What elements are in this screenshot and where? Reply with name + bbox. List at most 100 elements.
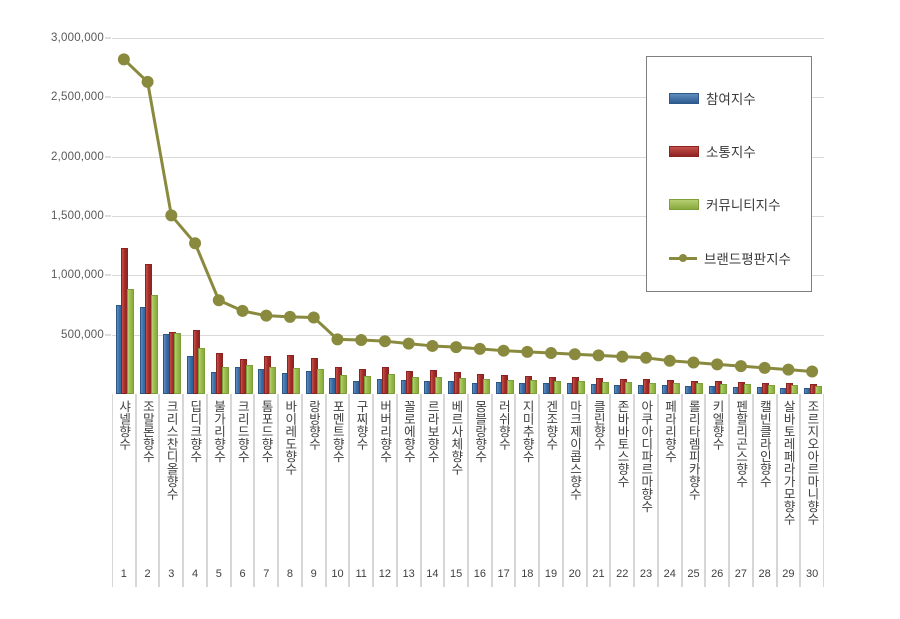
x-axis-category-label: 살바토레페라가모향수 (781, 400, 796, 525)
bar-group (373, 38, 397, 394)
x-axis-category-rank: 7 (263, 568, 270, 580)
bar-group (397, 38, 421, 394)
bar-group (159, 38, 183, 394)
x-axis-category-label: 키엘향수 (710, 400, 724, 450)
bar-커뮤니티지수 (648, 382, 656, 394)
legend-entry-소통지수[interactable]: 소통지수 (669, 142, 756, 161)
bar-커뮤니티지수 (269, 366, 277, 394)
x-axis-category-label: 딥디크향수 (188, 400, 202, 463)
bar-group (729, 38, 753, 394)
y-axis-tickmark (105, 156, 111, 158)
x-axis-category: 조르지오아르마니향수 30 (800, 394, 824, 587)
x-axis-category-label: 아쿠아디파르마향수 (639, 400, 653, 513)
x-axis-category-rank: 25 (687, 568, 700, 580)
x-axis-category: 몽블랑향수 16 (468, 394, 492, 587)
x-axis-category-label: 캘빈클라인향수 (757, 400, 772, 488)
bar-group (444, 38, 468, 394)
x-axis-category-rank: 28 (758, 568, 771, 580)
bar-커뮤니티지수 (767, 384, 775, 394)
bar-group (658, 38, 682, 394)
x-axis-category-rank: 6 (239, 568, 246, 580)
x-axis-category: 펜할리곤스향수 27 (729, 394, 753, 587)
bar-group (539, 38, 563, 394)
x-axis-category-label: 꼴로에향수 (401, 400, 416, 463)
x-axis-category-label: 마크제이콥스향수 (568, 400, 582, 500)
x-axis-category-rank: 22 (616, 568, 629, 580)
x-axis-category-label: 르라보향수 (425, 400, 440, 463)
legend-label: 소통지수 (706, 145, 756, 161)
x-axis-category-rank: 14 (426, 568, 439, 580)
bar-커뮤니티지수 (364, 375, 372, 394)
bar-커뮤니티지수 (126, 288, 134, 394)
x-axis-category-rank: 23 (639, 568, 653, 580)
x-axis-category-rank: 16 (473, 568, 486, 580)
bar-커뮤니티지수 (292, 368, 300, 394)
bar-group (207, 38, 231, 394)
x-axis-category-label: 베르사체향수 (449, 400, 463, 475)
bar-group (302, 38, 326, 394)
x-axis-category-rank: 4 (191, 568, 199, 580)
y-axis-tickmark (105, 274, 111, 276)
bar-커뮤니티지수 (625, 382, 633, 394)
x-axis-category: 포멘트향수 10 (325, 394, 350, 587)
x-axis-category: 딥디크향수 4 (183, 394, 207, 587)
x-axis-category: 조말론향수 2 (135, 394, 160, 587)
legend-entry-브랜드평판지수[interactable]: 브랜드평판지수 (669, 249, 791, 268)
x-axis-category: 클린향수 21 (586, 394, 611, 587)
x-axis-category: 바이레도향수 8 (278, 394, 302, 587)
x-axis-category-label: 버버리향수 (378, 400, 392, 463)
x-axis-category-label: 톰포드향수 (259, 400, 274, 463)
x-axis-category-label: 겐조향수 (544, 400, 558, 450)
x-axis-category-rank: 8 (286, 568, 294, 580)
x-axis-category-label: 구찌향수 (354, 400, 368, 450)
bar-group (587, 38, 611, 394)
y-axis-tickmark (105, 96, 111, 98)
x-axis-category: 러쉬향수 17 (491, 394, 516, 587)
x-axis-category: 버버리향수 12 (373, 394, 397, 587)
x-axis-category-label: 조르지오아르마니향수 (805, 400, 819, 525)
x-axis-category-rank: 24 (663, 568, 676, 580)
bar-group (705, 38, 729, 394)
legend-swatch-icon (669, 92, 699, 104)
y-axis-tickmark (105, 215, 111, 217)
bar-커뮤니티지수 (459, 377, 467, 394)
legend-entry-참여지수[interactable]: 참여지수 (669, 89, 756, 108)
x-axis-category: 겐조향수 19 (539, 394, 563, 587)
y-axis-tickmark (105, 37, 111, 39)
bar-커뮤니티지수 (174, 332, 182, 394)
bar-group (421, 38, 445, 394)
y-axis-tick-label: 3,000,000 (51, 32, 104, 44)
x-axis-category: 아쿠아디파르마향수 23 (634, 394, 658, 587)
x-axis-category-rank: 17 (497, 568, 510, 580)
bar-커뮤니티지수 (340, 374, 348, 394)
x-axis-category-rank: 26 (711, 568, 724, 580)
x-axis-category-label: 포멘트향수 (330, 400, 345, 463)
y-axis-tick-label: 500,000 (61, 328, 104, 341)
x-axis-category-label: 몽블랑향수 (473, 400, 487, 463)
x-axis-category-rank: 27 (734, 568, 748, 580)
x-axis-category-rank: 19 (544, 568, 558, 580)
bar-커뮤니티지수 (245, 364, 253, 394)
bar-커뮤니티지수 (506, 379, 514, 394)
x-axis-category: 캘빈클라인향수 28 (752, 394, 777, 587)
bar-group (326, 38, 350, 394)
bar-group (777, 38, 801, 394)
x-axis-category-label: 샤넬향수 (117, 400, 131, 450)
x-axis-category-rank: 18 (521, 568, 534, 580)
x-axis-category-label: 바이레도향수 (283, 400, 297, 475)
x-axis-category-rank: 30 (806, 568, 819, 580)
x-axis-category-label: 랑방향수 (306, 400, 321, 450)
bar-커뮤니티지수 (387, 374, 395, 394)
x-axis-category-label: 페라리향수 (662, 400, 677, 463)
y-axis-tick-label: 1,500,000 (51, 210, 104, 222)
bar-group (515, 38, 539, 394)
bar-group (349, 38, 373, 394)
bar-커뮤니티지수 (482, 378, 490, 394)
bar-커뮤니티지수 (316, 369, 324, 394)
legend-swatch-icon (669, 198, 699, 210)
legend-entry-커뮤니티지수[interactable]: 커뮤니티지수 (669, 195, 781, 214)
bar-커뮤니티지수 (672, 382, 680, 394)
bar-커뮤니티지수 (815, 385, 823, 394)
x-axis-category-label: 펜할리곤스향수 (734, 400, 748, 488)
legend-swatch-icon (669, 253, 697, 263)
